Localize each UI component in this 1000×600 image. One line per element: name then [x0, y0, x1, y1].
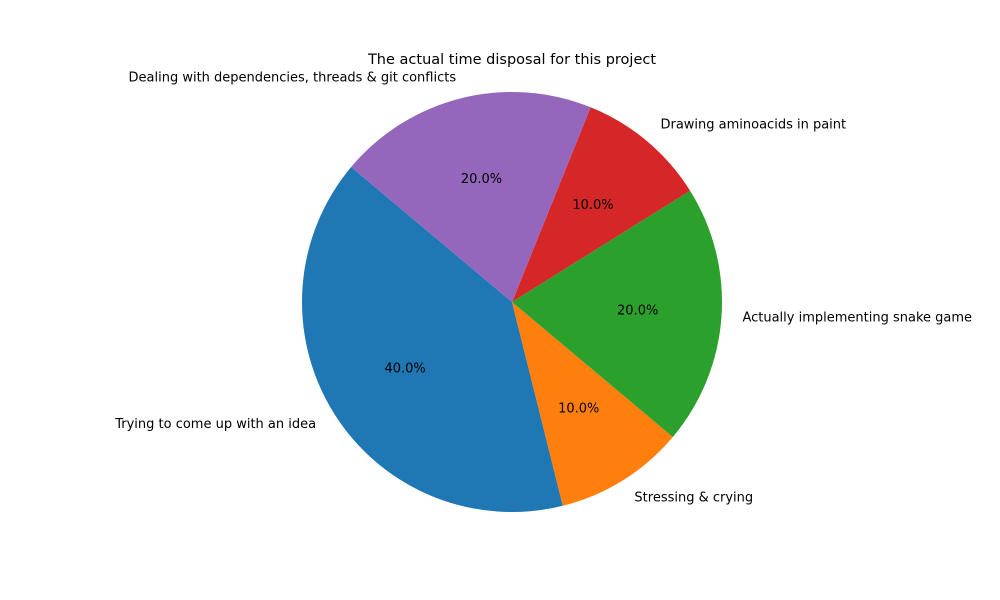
- chart-title: The actual time disposal for this projec…: [367, 52, 656, 68]
- slice-label-3: Actually implementing snake game: [742, 311, 972, 326]
- pie-labels: Trying to come up with an idea 40.0% Stres…: [114, 70, 972, 505]
- slice-percent-label-2: 10.0%: [558, 401, 599, 416]
- slice-percent-label-4: 10.0%: [572, 198, 613, 213]
- pie-slices: [301, 91, 723, 512]
- slice-label-2: Stressing & crying: [634, 490, 753, 505]
- pie-slice-1: [301, 167, 563, 512]
- pie-slice-4: [512, 107, 691, 302]
- slice-label-1: Trying to come up with an idea: [114, 417, 316, 432]
- slice-label-5: Dealing with dependencies, threads & git…: [129, 70, 457, 85]
- pie-slice-5: [351, 91, 591, 302]
- slice-percent-label-1: 40.0%: [384, 361, 425, 376]
- pie-slice-3: [512, 190, 723, 437]
- slice-label-4: Drawing aminoacids in paint: [660, 118, 846, 133]
- slice-percent-label-5: 20.0%: [461, 172, 502, 187]
- pie-slice-2: [512, 302, 673, 506]
- slice-percent-label-3: 20.0%: [617, 303, 658, 318]
